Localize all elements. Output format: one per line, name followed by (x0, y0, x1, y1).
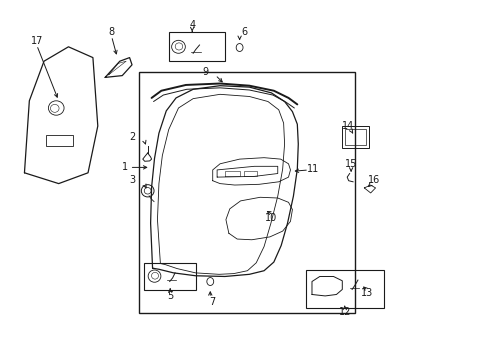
Text: 14: 14 (341, 121, 354, 131)
Text: 13: 13 (360, 288, 372, 298)
Text: 8: 8 (108, 27, 114, 37)
Bar (342, 126, 368, 148)
Bar (168, 32, 224, 61)
Text: 3: 3 (129, 175, 135, 185)
Text: 5: 5 (167, 291, 173, 301)
Bar (139, 72, 354, 313)
Text: 11: 11 (306, 164, 319, 174)
Text: 6: 6 (241, 27, 247, 37)
Text: 10: 10 (264, 213, 277, 223)
Text: 2: 2 (129, 132, 135, 142)
Text: 9: 9 (202, 67, 208, 77)
Text: 12: 12 (338, 307, 350, 318)
Text: 17: 17 (30, 36, 43, 46)
Text: 16: 16 (367, 175, 380, 185)
Text: 4: 4 (189, 20, 195, 30)
Bar (144, 263, 195, 290)
Bar (305, 270, 383, 308)
Bar (345, 129, 365, 145)
Text: 1: 1 (122, 162, 127, 172)
Bar (46, 135, 73, 146)
Text: 7: 7 (209, 297, 215, 307)
Text: 15: 15 (344, 159, 357, 169)
